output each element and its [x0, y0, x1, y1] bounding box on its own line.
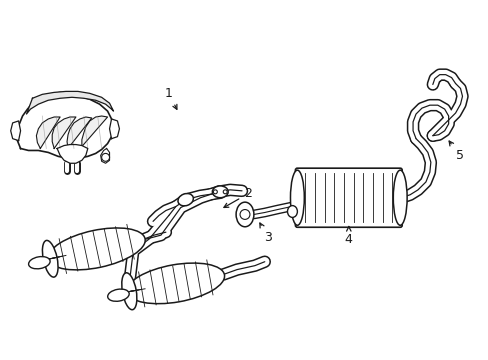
Text: 1: 1: [164, 87, 177, 109]
Ellipse shape: [48, 228, 145, 270]
Circle shape: [102, 153, 109, 161]
Text: 5: 5: [448, 141, 463, 162]
Text: 4: 4: [344, 226, 352, 246]
Polygon shape: [67, 117, 92, 148]
Text: 2: 2: [224, 187, 251, 207]
Circle shape: [223, 190, 227, 194]
Circle shape: [240, 210, 249, 219]
Polygon shape: [17, 93, 113, 158]
Ellipse shape: [122, 273, 137, 310]
Ellipse shape: [236, 202, 253, 227]
Polygon shape: [36, 117, 60, 148]
Ellipse shape: [127, 263, 224, 304]
Text: 3: 3: [259, 223, 271, 244]
Ellipse shape: [107, 289, 129, 301]
Circle shape: [213, 190, 217, 194]
Polygon shape: [57, 145, 88, 163]
Polygon shape: [101, 148, 109, 163]
Polygon shape: [11, 121, 20, 141]
Polygon shape: [52, 117, 76, 148]
Ellipse shape: [28, 257, 50, 269]
Polygon shape: [109, 119, 119, 139]
Ellipse shape: [290, 170, 304, 225]
FancyBboxPatch shape: [295, 168, 401, 227]
Ellipse shape: [287, 206, 297, 217]
Ellipse shape: [178, 194, 193, 206]
Ellipse shape: [42, 240, 58, 277]
Polygon shape: [26, 91, 113, 114]
Ellipse shape: [212, 186, 228, 198]
Polygon shape: [81, 116, 107, 147]
Ellipse shape: [392, 170, 407, 225]
